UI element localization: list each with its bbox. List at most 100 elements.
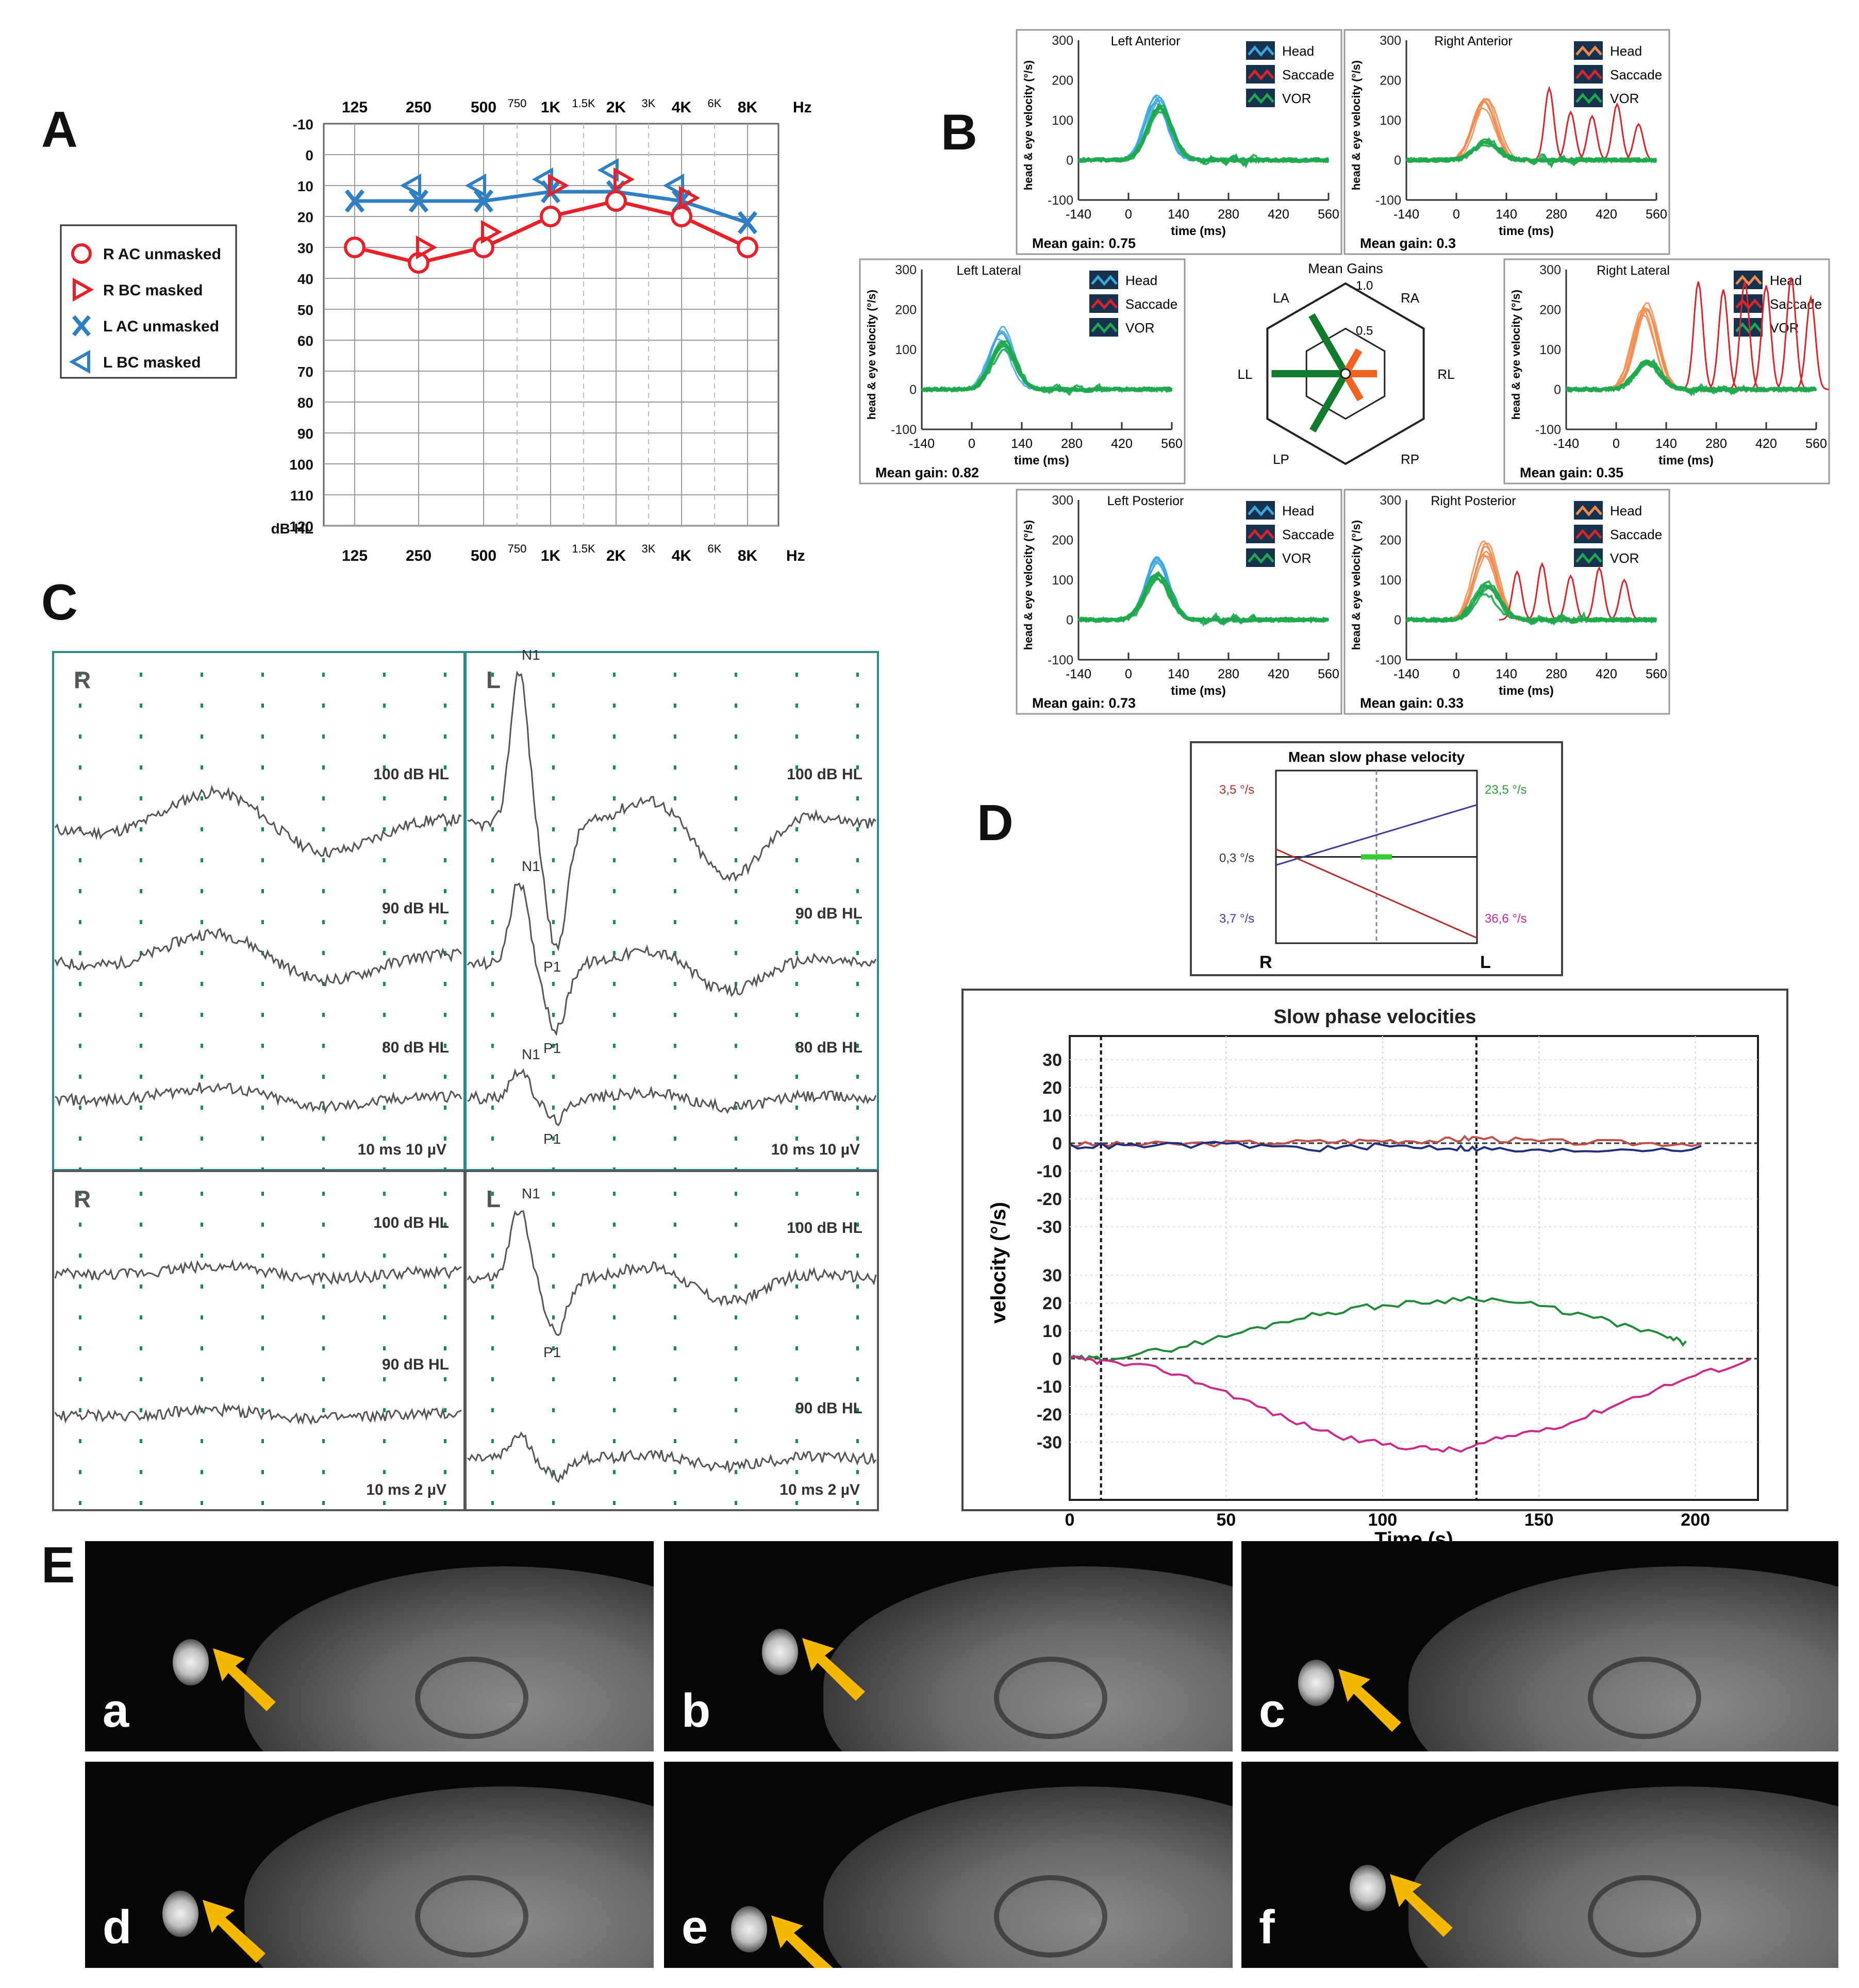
vemp-grid-dot (491, 1192, 494, 1196)
mean-gains-outer-hexagon (1266, 282, 1425, 465)
mri-fold (1587, 1657, 1701, 1740)
vemp-trace (54, 784, 462, 858)
vemp-grid-dot (383, 1192, 386, 1196)
vhit-x-label: time (ms) (1499, 224, 1554, 238)
arrow-icon (203, 1900, 265, 1963)
vemp-grid-dot (383, 1346, 386, 1350)
vhit-legend-label: VOR (1610, 550, 1639, 566)
vemp-grid-dot (140, 1315, 142, 1319)
legend-item: R BC masked (73, 277, 203, 302)
vemp-grid-dot (201, 1192, 203, 1196)
vemp-grid-dot (444, 1439, 446, 1443)
vemp-grid-dot (383, 1254, 386, 1258)
vemp-grid-dot (856, 1223, 859, 1227)
vemp-grid-dot (674, 1075, 676, 1079)
freq-inter-top: 3K (642, 97, 656, 110)
arrow-icon (213, 1648, 276, 1711)
vemp-grid-dot (552, 1137, 555, 1141)
msv-x-label-r: R (1259, 953, 1272, 972)
point-r-bc-triangle (548, 173, 570, 198)
vemp-grid-dot (322, 1167, 325, 1172)
panel-letter-c: C (41, 574, 78, 630)
vemp-grid-dot (674, 1044, 676, 1048)
vemp-grid-dot (140, 1137, 142, 1141)
vemp-grid-dot (322, 1377, 325, 1381)
vemp-grid-dot (552, 1377, 555, 1381)
vemp-grid-dot (444, 1044, 446, 1048)
vemp-grid-dot (491, 982, 494, 986)
vemp-grid-dot (383, 796, 386, 800)
vhit-x-tick: 420 (1596, 667, 1617, 681)
legend-label: L AC unmasked (103, 318, 219, 335)
vhit-saccade-trace (1773, 277, 1810, 390)
vemp-grid-dot (613, 1254, 616, 1258)
vemp-grid-dot (856, 1044, 859, 1048)
vemp-grid-dot (140, 1501, 142, 1505)
vemp-grid-dot (552, 1284, 555, 1289)
msv-line-blue (1275, 804, 1478, 866)
vhit-legend-label: Saccade (1282, 67, 1334, 82)
spv-title: Slow phase velocities (1274, 1006, 1476, 1028)
vemp-grid-dot (735, 1192, 737, 1196)
vhit-x-label: time (ms) (1171, 684, 1226, 698)
vemp-grid-dot (322, 1223, 325, 1227)
spv-series-line (1069, 1296, 1687, 1362)
vhit-saccade-trace (1705, 289, 1741, 390)
vemp-grid-dot (79, 889, 81, 893)
vemp-grid-dot (613, 1377, 616, 1381)
point-l-bc-triangle (662, 173, 684, 198)
vemp-grid-dot (201, 673, 203, 677)
vemp-grid-dot (491, 1501, 494, 1505)
vemp-grid-dot (79, 734, 81, 739)
vemp-grid-dot (674, 889, 676, 893)
spv-series-line (1069, 1355, 1751, 1453)
vemp-grid-dot (795, 1501, 798, 1505)
vhit-legend-icon (1091, 298, 1118, 310)
vhit-vor-trace (1077, 107, 1330, 167)
vemp-grid-dot (383, 1470, 386, 1474)
vhit-x-tick: 0 (1125, 207, 1132, 222)
freq-inter-bottom: 6K (708, 542, 722, 555)
vemp-level-label: 80 dB HL (795, 1039, 862, 1056)
vemp-grid-dot (201, 765, 203, 770)
vemp-grid-dot (261, 1223, 264, 1227)
vemp-grid-dot (201, 734, 203, 739)
panel-letter-a: A (41, 101, 78, 158)
vemp-grid-dot (140, 1075, 142, 1079)
vemp-grid-dot (322, 889, 325, 893)
audiogram-y-tick: 70 (297, 364, 313, 380)
panel-letter-d: D (977, 794, 1014, 851)
vemp-grid-dot (261, 673, 264, 677)
vemp-grid-dot (735, 1501, 737, 1505)
vemp-grid-dot (383, 889, 386, 893)
vhit-plot-title: Left Anterior (1111, 34, 1181, 48)
vhit-plot-frame (859, 258, 1186, 485)
vemp-grid-dot (261, 1408, 264, 1412)
vemp-grid-dot (735, 1013, 737, 1017)
legend-item: L AC unmasked (72, 315, 219, 337)
vemp-grid-dot (735, 1284, 737, 1289)
vemp-grid-dot (79, 1470, 81, 1474)
vemp-grid-dot (856, 796, 859, 800)
vhit-y-tick: 0 (1394, 154, 1401, 168)
vemp-grid-dot (735, 1315, 737, 1319)
vemp-grid-dot (383, 1106, 386, 1110)
mean-gains-center (1340, 368, 1351, 379)
vemp-grid-dot (795, 1315, 798, 1319)
vhit-y-tick: 0 (1554, 383, 1561, 397)
vemp-grid-dot (735, 1254, 737, 1258)
vhit-x-tick: 140 (1655, 437, 1677, 451)
vemp-grid-dot (613, 1470, 616, 1474)
vemp-grid-dot (444, 1075, 446, 1079)
vemp-grid-dot (552, 920, 555, 924)
vhit-y-label: head & eye velocity (°/s) (1509, 290, 1522, 420)
vemp-grid-dot (674, 1223, 676, 1227)
vemp-grid-dot (140, 1106, 142, 1110)
vemp-grid-dot (491, 704, 494, 708)
vhit-y-tick: -100 (1375, 653, 1401, 667)
vemp-grid-dot (491, 1254, 494, 1258)
vemp-grid-dot (552, 951, 555, 955)
msv-left-label: 0,3 °/s (1219, 851, 1254, 865)
vhit-plot: 300 200 100 0 -100-140 0 140 280 420 560 time (ms)… (1016, 29, 1342, 255)
mean-gains-axis-label: RA (1401, 290, 1420, 306)
